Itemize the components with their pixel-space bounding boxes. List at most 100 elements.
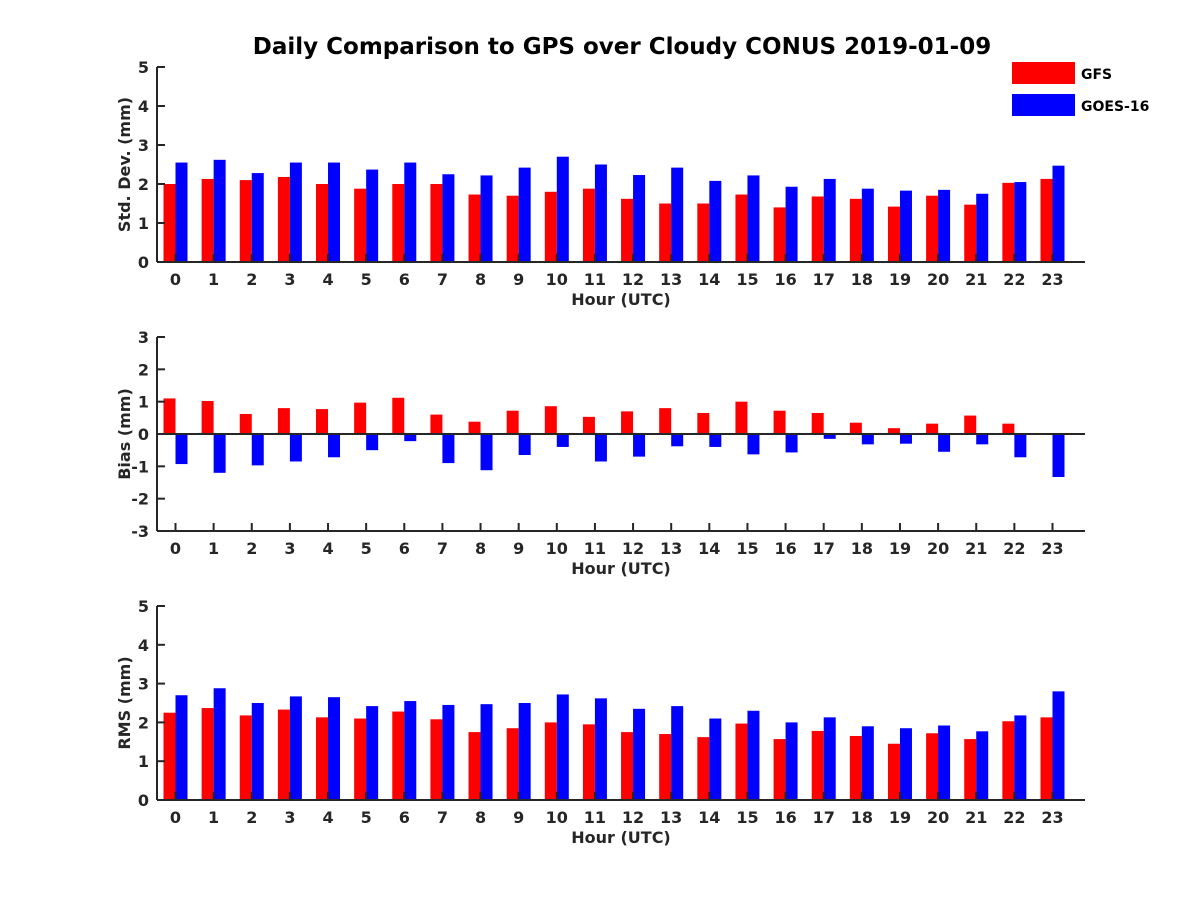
x-tick-label: 1: [208, 808, 219, 827]
x-tick-label: 7: [437, 539, 448, 558]
y-tick-label: 0: [138, 253, 149, 272]
legend: GFS GOES-16: [1012, 62, 1149, 116]
bar-goes16-hour-14: [709, 434, 722, 447]
chart-title: Daily Comparison to GPS over Cloudy CONU…: [253, 34, 991, 60]
bar-gfs-hour-22: [1002, 423, 1015, 434]
bar-goes16-hour-12: [633, 708, 646, 800]
bar-goes16-hour-0: [175, 162, 188, 262]
legend-swatch-goes16: [1012, 94, 1075, 116]
x-tick-label: 21: [965, 539, 987, 558]
bar-gfs-hour-2: [239, 413, 252, 434]
bar-gfs-hour-7: [430, 719, 443, 800]
bar-gfs-hour-18: [849, 735, 862, 800]
y-tick-label: 2: [138, 175, 149, 194]
bar-goes16-hour-4: [328, 697, 341, 800]
bar-goes16-hour-11: [594, 698, 607, 800]
bar-goes16-hour-22: [1014, 434, 1027, 458]
bar-goes16-hour-18: [861, 726, 874, 800]
x-tick-label: 17: [813, 270, 835, 289]
y-tick-label: -3: [131, 522, 149, 541]
bar-goes16-hour-21: [976, 193, 989, 262]
x-tick-label: 5: [361, 539, 372, 558]
bar-gfs-hour-2: [239, 715, 252, 800]
x-tick-label: 15: [736, 808, 758, 827]
bar-goes16-hour-8: [480, 704, 493, 800]
bar-goes16-hour-3: [289, 696, 302, 800]
x-tick-label: 3: [284, 808, 295, 827]
x-tick-label: 4: [322, 808, 333, 827]
bar-goes16-hour-0: [175, 695, 188, 800]
bar-goes16-hour-14: [709, 718, 722, 800]
bar-gfs-hour-9: [506, 195, 519, 262]
bar-gfs-hour-14: [697, 737, 710, 800]
bar-gfs-hour-16: [773, 207, 786, 262]
bar-gfs-hour-21: [964, 415, 977, 434]
bar-goes16-hour-20: [938, 725, 951, 800]
bar-gfs-hour-7: [430, 414, 443, 434]
bar-goes16-hour-1: [213, 434, 226, 473]
x-tick-label: 21: [965, 808, 987, 827]
legend-label-gfs: GFS: [1081, 67, 1112, 83]
x-tick-label: 11: [584, 270, 606, 289]
y-axis-label: Bias (mm): [115, 388, 134, 480]
x-tick-label: 19: [889, 539, 911, 558]
x-tick-label: 21: [965, 270, 987, 289]
x-tick-label: 3: [284, 539, 295, 558]
bar-goes16-hour-22: [1014, 182, 1027, 262]
bar-goes16-hour-2: [251, 703, 264, 800]
x-tick-label: 8: [475, 270, 486, 289]
x-tick-label: 20: [927, 270, 949, 289]
bar-gfs-hour-16: [773, 410, 786, 434]
bar-gfs-hour-4: [316, 409, 329, 434]
bar-goes16-hour-3: [289, 434, 302, 462]
x-tick-label: 19: [889, 270, 911, 289]
x-axis-label: Hour (UTC): [571, 559, 671, 578]
bar-gfs-hour-13: [659, 734, 672, 800]
x-tick-label: 4: [322, 270, 333, 289]
bar-goes16-hour-18: [861, 188, 874, 262]
bar-gfs-hour-19: [887, 206, 900, 262]
bar-gfs-hour-23: [1040, 717, 1053, 800]
bar-goes16-hour-4: [328, 162, 341, 262]
x-axis-label: Hour (UTC): [571, 290, 671, 309]
legend-swatch-gfs: [1012, 62, 1075, 84]
y-tick-label: 3: [138, 328, 149, 347]
bar-goes16-hour-3: [289, 162, 302, 262]
bar-gfs-hour-14: [697, 412, 710, 434]
bar-goes16-hour-2: [251, 434, 264, 466]
x-tick-label: 3: [284, 270, 295, 289]
bar-goes16-hour-22: [1014, 715, 1027, 800]
bar-gfs-hour-5: [354, 188, 367, 262]
bar-gfs-hour-8: [468, 194, 481, 262]
bar-goes16-hour-2: [251, 173, 264, 262]
x-tick-label: 0: [170, 270, 181, 289]
bar-goes16-hour-4: [328, 434, 341, 458]
bar-goes16-hour-7: [442, 174, 455, 262]
y-tick-label: 3: [138, 136, 149, 155]
bar-goes16-hour-12: [633, 175, 646, 262]
bar-gfs-hour-3: [277, 176, 290, 262]
x-tick-label: 19: [889, 808, 911, 827]
bar-goes16-hour-17: [823, 434, 836, 439]
x-tick-label: 11: [584, 808, 606, 827]
bar-gfs-hour-11: [582, 188, 595, 262]
x-tick-label: 23: [1041, 808, 1063, 827]
bar-gfs-hour-10: [544, 191, 557, 262]
bar-goes16-hour-12: [633, 434, 646, 457]
bar-gfs-hour-4: [316, 184, 329, 262]
bar-gfs-hour-21: [964, 739, 977, 800]
bar-goes16-hour-6: [404, 701, 417, 800]
x-tick-label: 7: [437, 270, 448, 289]
x-tick-label: 9: [513, 808, 524, 827]
x-tick-label: 22: [1003, 539, 1025, 558]
x-tick-label: 16: [774, 270, 796, 289]
bar-gfs-hour-15: [735, 194, 748, 262]
x-tick-label: 6: [399, 808, 410, 827]
x-tick-label: 10: [546, 539, 568, 558]
x-tick-label: 2: [246, 270, 257, 289]
bar-gfs-hour-1: [201, 708, 214, 800]
bar-goes16-hour-9: [518, 434, 531, 456]
